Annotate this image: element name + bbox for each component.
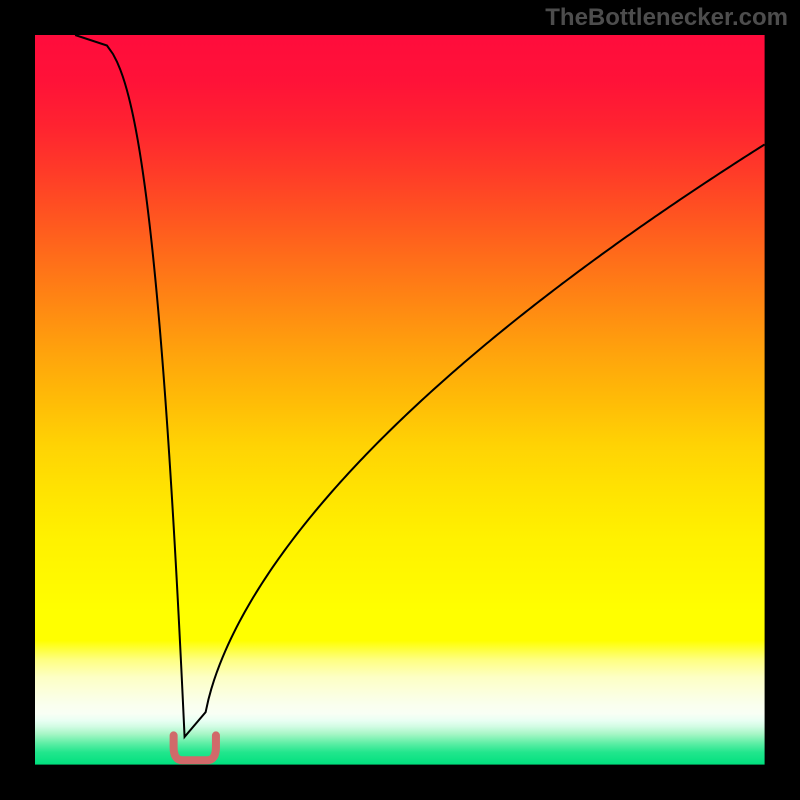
plot-area	[35, 35, 765, 765]
gradient-background	[35, 35, 765, 765]
chart-outer-frame: TheBottlenecker.com	[0, 0, 800, 800]
plot-svg	[35, 35, 765, 765]
watermark-text: TheBottlenecker.com	[545, 4, 788, 32]
